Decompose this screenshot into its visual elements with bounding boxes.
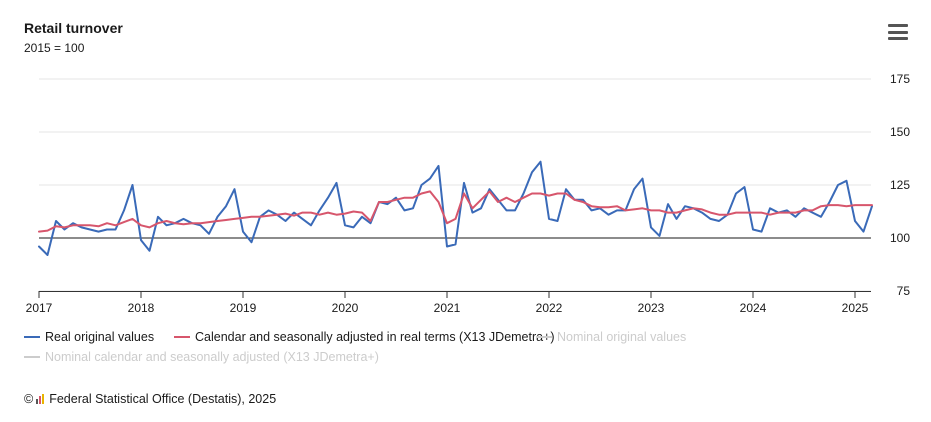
tick-labels: 75 100 125 150 175 2017 2018 2019 2020 2021 2022 20… <box>26 72 911 315</box>
y-tick-label: 75 <box>897 284 911 298</box>
x-tick-label: 2020 <box>332 301 359 315</box>
x-tick-label: 2022 <box>536 301 563 315</box>
x-tick-label: 2018 <box>128 301 155 315</box>
y-tick-label: 150 <box>890 125 910 139</box>
x-tick-label: 2023 <box>638 301 665 315</box>
hamburger-menu-icon-bar <box>888 30 908 34</box>
legend-item-nominal-original[interactable]: Nominal original values <box>536 330 686 344</box>
legend-swatch <box>536 336 552 338</box>
y-tick-label: 100 <box>890 231 910 245</box>
legend-label: Calendar and seasonally adjusted in real… <box>195 330 555 344</box>
destatis-logo-icon <box>36 394 45 404</box>
copyright-symbol: © <box>24 392 34 406</box>
chart-title: Retail turnover <box>24 20 123 36</box>
legend-item-real-original[interactable]: Real original values <box>24 330 154 344</box>
legend-swatch <box>24 356 40 358</box>
credits: © Federal Statistical Office (Destatis),… <box>24 392 276 406</box>
x-tick-label: 2024 <box>740 301 767 315</box>
series-line-calendar-seasonally-adjusted <box>38 190 873 233</box>
series-lines <box>38 160 873 256</box>
hamburger-menu-icon-bar <box>888 37 908 40</box>
x-tick-label: 2017 <box>26 301 53 315</box>
legend-swatch <box>174 336 190 338</box>
line-chart: 75 100 125 150 175 2017 2018 2019 2020 2021 2022 20… <box>26 72 911 315</box>
y-tick-label: 125 <box>890 178 910 192</box>
grid-lines <box>39 78 871 292</box>
legend-swatch <box>24 336 40 338</box>
hamburger-menu-icon <box>888 24 908 27</box>
x-tick-label: 2025 <box>842 301 869 315</box>
credits-text: Federal Statistical Office (Destatis), 2… <box>49 392 277 406</box>
y-tick-label: 175 <box>890 72 910 86</box>
x-tick-label: 2019 <box>230 301 257 315</box>
chart-menu-button[interactable] <box>886 23 910 41</box>
x-axis <box>38 291 871 298</box>
legend-label: Nominal calendar and seasonally adjusted… <box>45 350 379 364</box>
legend-item-calendar-seasonally-adjusted[interactable]: Calendar and seasonally adjusted in real… <box>174 330 555 344</box>
x-tick-label: 2021 <box>434 301 461 315</box>
legend-label: Real original values <box>45 330 155 344</box>
legend-item-nominal-calendar-seasonally-adjusted[interactable]: Nominal calendar and seasonally adjusted… <box>24 350 379 364</box>
chart-subtitle: 2015 = 100 <box>24 41 85 55</box>
series-line-real-original <box>38 160 873 256</box>
legend-label: Nominal original values <box>557 330 687 344</box>
